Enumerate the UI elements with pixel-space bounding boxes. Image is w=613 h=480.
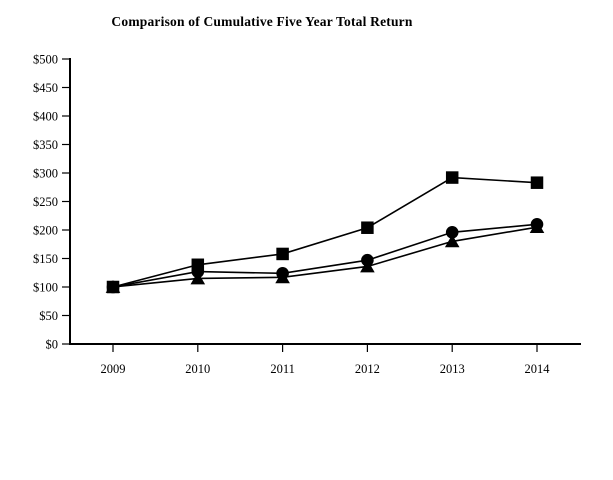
y-tick-label: $500	[33, 53, 58, 67]
performance-chart: $0 $50 $100 $150 $200 $250 $300 $350 $400 $450 $50…	[33, 53, 581, 376]
y-tick-label: $250	[33, 195, 58, 209]
data-point-triangle	[190, 271, 206, 285]
y-tick-label: $150	[33, 252, 58, 266]
data-point-triangle	[444, 234, 460, 248]
data-point-square	[530, 176, 544, 189]
x-tick-label: 2011	[270, 362, 295, 376]
x-tick-label: 2010	[185, 362, 210, 376]
y-tick-label: $300	[33, 167, 58, 181]
data-point-circle	[276, 267, 289, 280]
series-line-2	[112, 226, 538, 288]
series-line-0	[112, 176, 538, 288]
chart-legend: Harley-Davidson, Inc. Standard & Poor's …	[0, 396, 613, 476]
data-point-circle	[361, 253, 374, 267]
y-tick-label: $100	[33, 281, 58, 295]
data-point-square	[106, 280, 120, 294]
x-tick-label: 2013	[440, 362, 465, 376]
y-tick-label: $400	[33, 110, 58, 124]
data-point-square	[445, 171, 459, 184]
data-point-square	[191, 258, 205, 272]
x-tick-label: 2014	[525, 362, 551, 376]
y-tick-label: $0	[46, 338, 59, 352]
x-tick-label: 2012	[355, 362, 380, 376]
series-line-1	[112, 223, 538, 288]
y-tick-label: $200	[33, 224, 58, 238]
data-point-square	[276, 247, 289, 261]
y-tick-label: $50	[39, 309, 58, 323]
x-tick-label: 2009	[101, 362, 126, 376]
data-point-circle	[530, 218, 544, 231]
y-tick-label: $450	[33, 81, 58, 95]
data-point-square	[361, 221, 374, 234]
data-point-circle	[445, 225, 459, 239]
chart-title: Comparison of Cumulative Five Year Total…	[111, 14, 413, 29]
y-tick-label: $350	[33, 138, 58, 152]
